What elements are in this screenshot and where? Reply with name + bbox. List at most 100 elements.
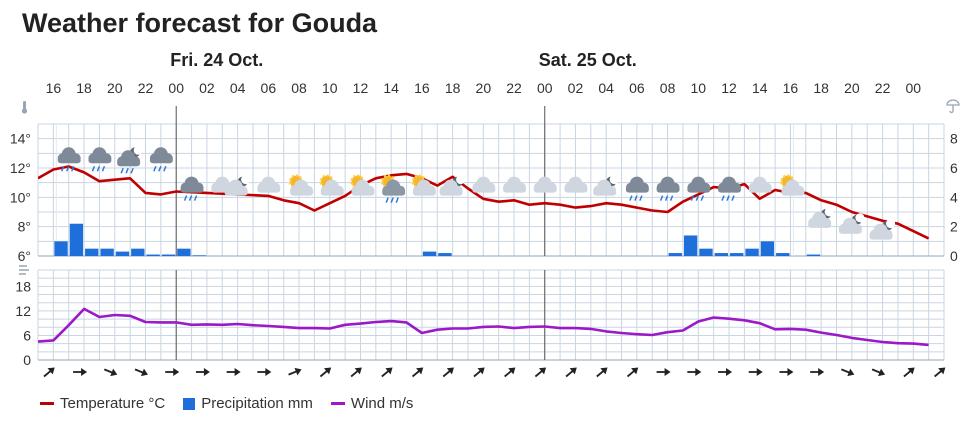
cloud-part (687, 186, 711, 193)
cloud-icon (503, 176, 527, 193)
wind-icon (19, 265, 29, 275)
moon-part (456, 175, 466, 185)
cloud-part (781, 189, 805, 196)
cloud-part (625, 186, 649, 193)
wind-arrow-head (938, 367, 946, 375)
rain-drop (690, 195, 695, 201)
wind-arrow (687, 368, 702, 376)
legend-wind-label: Wind m/s (350, 395, 414, 412)
precipitation-bar (760, 241, 775, 256)
wind-arrow-head (416, 367, 424, 375)
cloud-part (351, 189, 375, 196)
legend-temperature-swatch (40, 402, 54, 405)
hour-label: 16 (414, 80, 430, 96)
wind-tick: 12 (15, 303, 31, 319)
legend: Temperature °C Precipitation mm Wind m/s (40, 395, 431, 412)
rain-drop (390, 197, 394, 203)
temperature-tick: 10° (10, 189, 31, 205)
precipitation-bar (161, 254, 176, 256)
weather-icons (57, 145, 896, 240)
rain-drop (700, 195, 705, 201)
wind-arrow-head (847, 368, 855, 377)
cloud-part (257, 186, 281, 193)
cloud-icon (748, 176, 772, 193)
wind-arrow-head (294, 367, 302, 376)
cloud-part (564, 186, 588, 193)
wind-arrow-head (878, 368, 886, 377)
legend-wind-swatch (330, 402, 345, 405)
precipitation-bar (730, 253, 744, 256)
cloud-part (838, 227, 862, 234)
rain-drop (721, 195, 725, 201)
cloud-part (869, 233, 893, 240)
legend-precipitation-swatch (183, 397, 196, 410)
hour-label: 04 (598, 80, 614, 96)
rain-cloud-icon (149, 147, 173, 172)
moon-part (241, 175, 251, 185)
wind-arrow (73, 368, 88, 376)
rain-drop (639, 195, 643, 201)
precipitation-bars (54, 223, 821, 256)
wind-arrow-head (508, 367, 516, 375)
hour-label: 18 (76, 80, 92, 96)
precipitation-bar (85, 248, 99, 256)
hour-label: 06 (261, 80, 277, 96)
hour-label: 22 (875, 80, 891, 96)
precipitation-bar (115, 251, 130, 256)
cloud-part (503, 186, 527, 193)
wind-arrow (381, 367, 393, 378)
moon-part (886, 219, 896, 229)
rain-drop (71, 165, 75, 172)
hour-label: 16 (783, 80, 799, 96)
hour-label: 18 (813, 80, 829, 96)
wind-arrow (748, 368, 763, 376)
wind-arrow-head (385, 367, 393, 375)
sun-cloud-icon (319, 174, 344, 196)
wind-tick: 0 (23, 352, 31, 368)
rain-drop (659, 195, 664, 201)
hour-label: 02 (568, 80, 584, 96)
wind-arrow-head (354, 367, 362, 375)
wind-arrow-head (81, 368, 88, 376)
rain-drop (193, 195, 198, 201)
rain-cloud-icon (180, 176, 204, 201)
rain-drop (669, 195, 674, 201)
rain-drop (91, 165, 96, 172)
wind-arrow (350, 367, 362, 378)
wind-grid (37, 269, 945, 361)
cloud-part (180, 186, 204, 193)
wind-arrow-head (173, 368, 180, 376)
precipitation-bar (100, 248, 114, 256)
wind-arrow (903, 367, 915, 378)
cloud-icon (257, 176, 281, 193)
rain-drop (158, 165, 162, 172)
wind-arrow-head (631, 367, 639, 375)
precipitation-bar (69, 223, 84, 256)
wind-direction-arrows (43, 367, 946, 378)
wind-arrow (718, 368, 733, 376)
cloud-part (290, 189, 314, 196)
wind-arrow-head (203, 368, 210, 376)
moon-part (133, 145, 143, 155)
hour-label: 20 (844, 80, 860, 96)
precipitation-tick: 4 (950, 189, 958, 205)
precipitation-bar (714, 253, 729, 256)
wind-arrow (195, 368, 210, 376)
cloud-part (533, 186, 557, 193)
precipitation-tick: 6 (950, 160, 958, 176)
cloud-part (808, 221, 832, 228)
wind-arrow-head (600, 367, 608, 375)
wind-arrow (319, 367, 332, 378)
precipitation-bar (776, 253, 790, 256)
sun-cloud-icon (288, 174, 314, 196)
wind-arrow-head (265, 368, 272, 376)
legend-wind: Wind m/s (330, 395, 414, 412)
hour-label: 12 (721, 80, 737, 96)
wind-arrow (810, 368, 825, 376)
rain-drop (726, 195, 730, 201)
axis-labels: 16 18 20 22 00 02 04 06 08 10 12 14 16 18 20 22 00 02 04 06… (10, 50, 958, 368)
cloud-part (382, 189, 406, 196)
precipitation-bar (192, 255, 206, 256)
rain-cloud-icon (718, 176, 742, 201)
rain-drop (130, 167, 134, 174)
